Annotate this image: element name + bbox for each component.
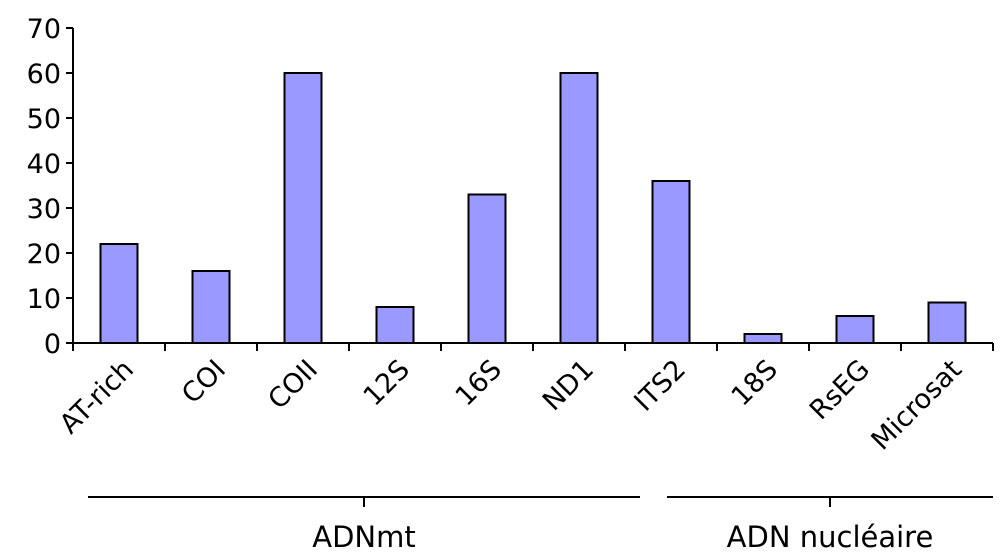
- x-category-label: 12S: [358, 354, 416, 412]
- y-tick-label: 10: [27, 284, 61, 315]
- group-label: ADN nucléaire: [727, 520, 934, 554]
- axes-layer: [66, 27, 994, 351]
- x-category-label: 16S: [450, 354, 508, 412]
- category-groups: ADNmt ADN nucléaire: [88, 496, 993, 554]
- y-tick-label: 50: [27, 104, 61, 135]
- x-category-label: Microsat: [866, 354, 968, 456]
- y-tick-label: 20: [27, 239, 61, 270]
- bar-at-rich: [99, 243, 139, 344]
- bar-its2: [651, 180, 691, 344]
- bars-layer: [99, 72, 967, 344]
- group-label: ADNmt: [312, 520, 415, 554]
- x-category-label: RsEG: [804, 354, 876, 426]
- bar-coi: [191, 270, 231, 344]
- bar-coii: [283, 72, 323, 344]
- x-category-label: ITS2: [628, 354, 691, 417]
- bar-nd1: [559, 72, 599, 344]
- bar-rseg: [835, 315, 875, 344]
- x-category-label: 18S: [726, 354, 784, 412]
- y-tick-label: 40: [27, 149, 61, 180]
- bar-microsat: [927, 301, 967, 344]
- x-category-label: COI: [176, 354, 232, 410]
- bar-16s: [467, 193, 507, 344]
- x-category-label: AT-rich: [54, 354, 140, 440]
- y-tick-label: 60: [27, 59, 61, 90]
- x-category-label: ND1: [537, 354, 600, 417]
- x-category-label: COII: [262, 354, 324, 416]
- bar-12s: [375, 306, 415, 344]
- y-tick-label: 70: [27, 14, 61, 45]
- bar-18s: [743, 333, 783, 344]
- y-tick-label: 30: [27, 194, 61, 225]
- y-tick-label: 0: [44, 329, 61, 360]
